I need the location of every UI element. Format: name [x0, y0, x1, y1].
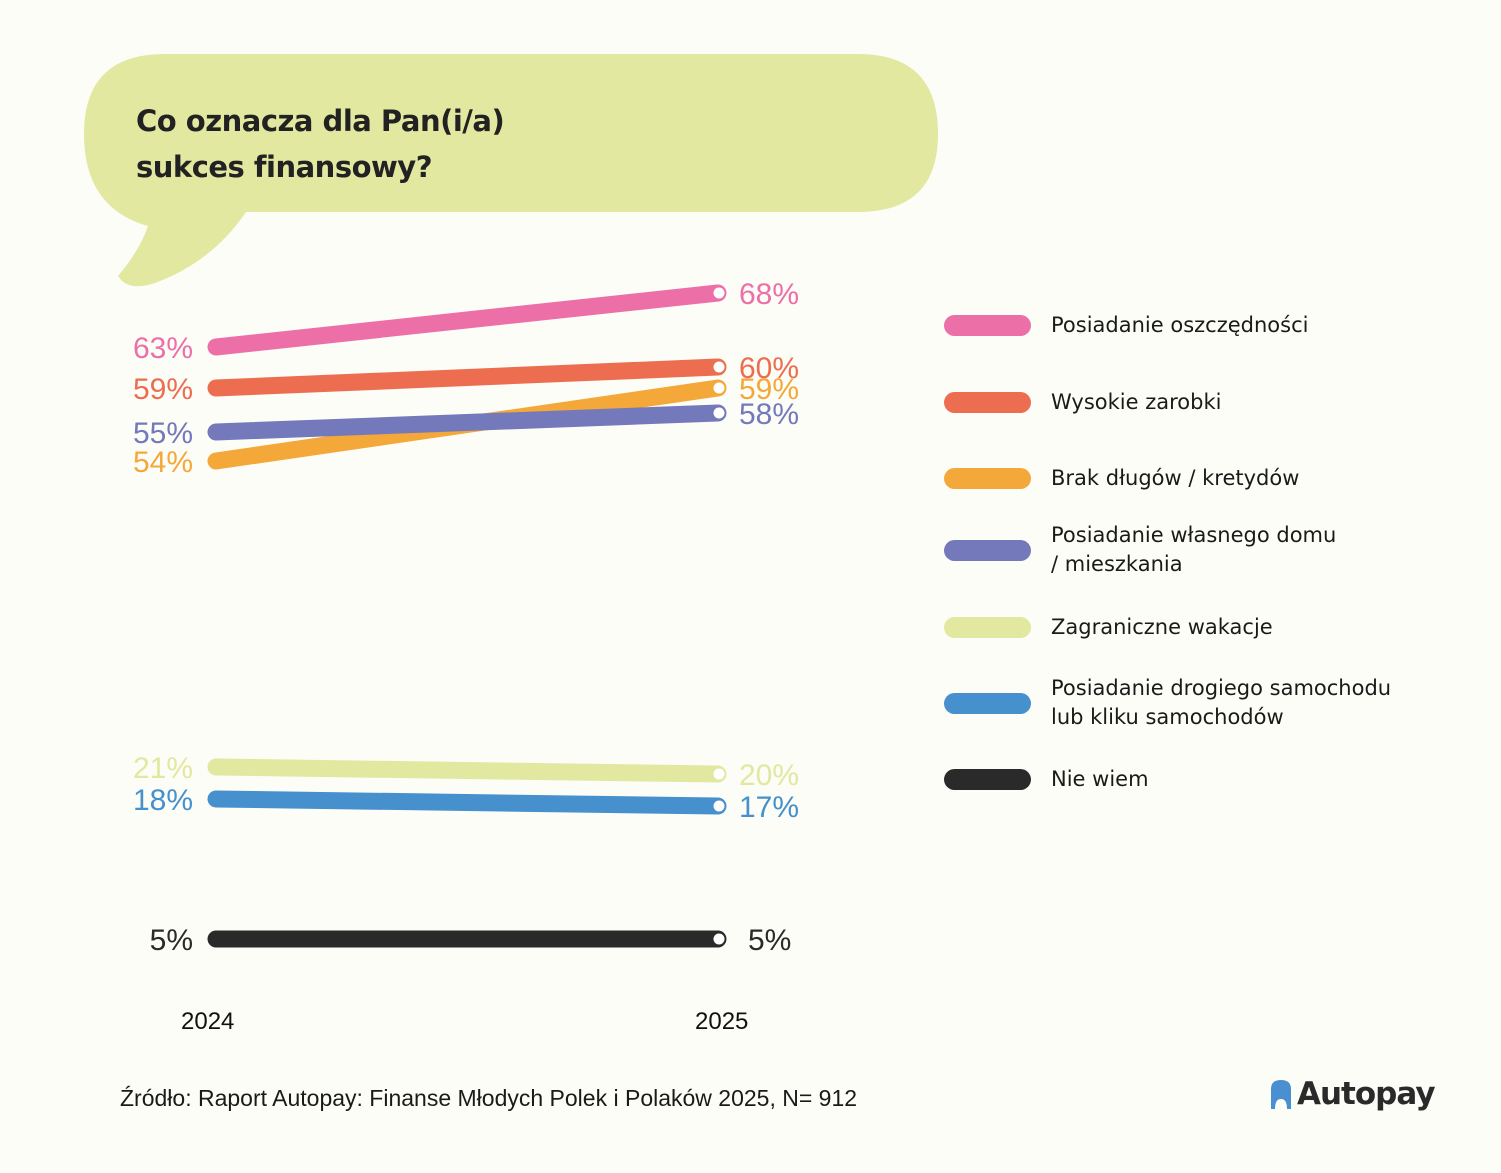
- data-label-2025: 59%: [739, 373, 799, 406]
- series-1: 63% 68%: [133, 278, 799, 365]
- x-tick-label-2024: 2024: [181, 1008, 235, 1035]
- data-label-2024: 55%: [133, 417, 193, 450]
- series-7: 5% 5%: [150, 924, 792, 957]
- series-4: 55% 58%: [133, 398, 799, 450]
- series-5: 21% 20%: [133, 752, 799, 792]
- arch-icon: [1271, 1080, 1291, 1109]
- series-line: [207, 758, 727, 783]
- data-label-2024: 21%: [133, 752, 193, 785]
- series-line: [207, 790, 727, 815]
- legend-item: Posiadanie drogiego samochodu lub kliku …: [944, 674, 1391, 732]
- data-label-2025: 60%: [739, 352, 799, 385]
- logo-text: Autopay: [1297, 1076, 1436, 1112]
- legend-label: Wysokie zarobki: [1051, 390, 1222, 414]
- end-point-marker: [713, 933, 725, 945]
- end-point-marker: [713, 361, 725, 373]
- legend-swatch: [944, 539, 1031, 561]
- series-line: [207, 358, 727, 397]
- end-point-marker: [713, 407, 725, 419]
- series-6: 18% 17%: [133, 784, 799, 824]
- legend-swatch: [944, 468, 1031, 489]
- legend-swatch: [944, 769, 1031, 790]
- chart-title-line-1: Co oznacza dla Pan(i/a): [136, 104, 505, 138]
- data-label-2024: 54%: [133, 446, 193, 479]
- legend-item: Brak długów / kretydów: [944, 464, 1299, 493]
- legend-label: Posiadanie drogiego samochodu lub kliku …: [1051, 676, 1392, 729]
- data-label-2025: 20%: [739, 759, 799, 792]
- legend-item: Nie wiem: [944, 765, 1149, 794]
- end-point-marker: [713, 287, 725, 299]
- legend-label: Posiadanie oszczędności: [1051, 313, 1309, 337]
- end-point-marker: [713, 382, 725, 394]
- legend-label: Posiadanie własnego domu / mieszkania: [1051, 523, 1337, 576]
- data-label-2024: 63%: [133, 332, 193, 365]
- series-line: [207, 284, 727, 356]
- legend-swatch: [944, 692, 1031, 714]
- end-point-marker: [713, 768, 725, 780]
- source-note: Źródło: Raport Autopay: Finanse Młodych …: [120, 1085, 858, 1111]
- legend-item: Posiadanie własnego domu / mieszkania: [944, 521, 1336, 579]
- legend-item: Wysokie zarobki: [944, 388, 1221, 417]
- legend-swatch: [944, 617, 1031, 638]
- chart-title-line-2: sukces finansowy?: [136, 150, 433, 184]
- series-2: 59%60%: [133, 352, 799, 406]
- series-line: [207, 404, 727, 441]
- chart-title: Co oznacza dla Pan(i/a) sukces finansowy…: [136, 98, 505, 190]
- legend-item: Posiadanie oszczędności: [944, 311, 1308, 340]
- legend-label: Brak długów / kretydów: [1051, 466, 1300, 490]
- data-label-2025: 68%: [739, 278, 799, 311]
- legend-item: Zagraniczne wakacje: [944, 613, 1273, 642]
- end-point-marker: [713, 800, 725, 812]
- data-label-2025: 17%: [739, 791, 799, 824]
- data-label-2025: 58%: [739, 398, 799, 431]
- data-label-2024: 5%: [150, 924, 193, 957]
- legend-label: Nie wiem: [1051, 767, 1149, 791]
- data-label-2025: 5%: [748, 924, 791, 957]
- speech-bubble-shape: [84, 54, 938, 287]
- legend-swatch: [944, 392, 1031, 413]
- x-tick-label-2025: 2025: [695, 1008, 749, 1035]
- legend-label: Zagraniczne wakacje: [1051, 615, 1273, 639]
- autopay-logo: Autopay: [1270, 1076, 1436, 1112]
- data-label-2024: 59%: [133, 373, 193, 406]
- title-speech-bubble: [84, 54, 938, 287]
- legend-swatch: [944, 315, 1031, 336]
- data-label-2024: 18%: [133, 784, 193, 817]
